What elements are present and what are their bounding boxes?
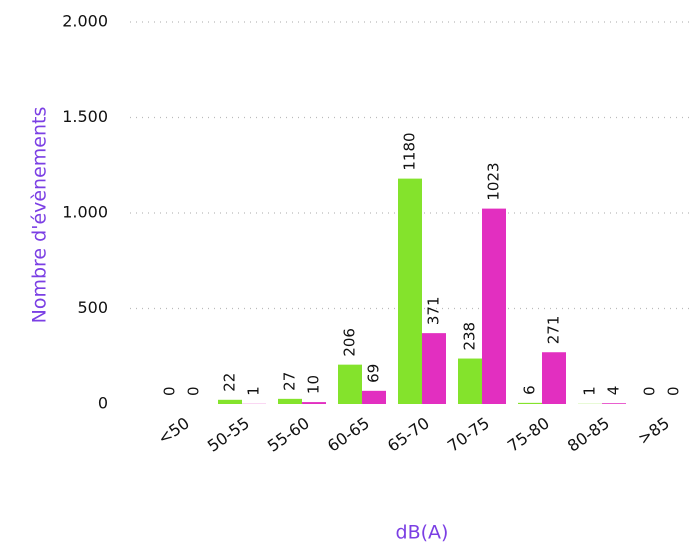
bar — [542, 352, 566, 404]
bar — [482, 208, 506, 404]
value-label: 1023 — [485, 162, 503, 200]
x-axis-title: dB(A) — [396, 522, 449, 544]
value-label: 1 — [581, 386, 599, 396]
x-tick-label: >85 — [634, 413, 673, 448]
x-tick-label: 65-70 — [384, 413, 433, 455]
x-tick-label: 80-85 — [564, 413, 613, 455]
value-label: 0 — [641, 386, 659, 396]
value-label: 1180 — [401, 132, 419, 170]
bar — [398, 178, 422, 404]
bar — [302, 402, 326, 404]
y-tick-label: 0 — [98, 394, 108, 413]
x-tick-label: <50 — [154, 413, 193, 448]
value-label: 6 — [521, 385, 539, 395]
value-label: 0 — [665, 386, 683, 396]
value-label: 4 — [605, 386, 623, 396]
x-tick-label: 75-80 — [504, 413, 553, 455]
y-tick-label: 2.000 — [62, 12, 108, 31]
y-tick-label: 1.500 — [62, 107, 108, 126]
x-tick-label: 70-75 — [444, 413, 493, 455]
value-label: 22 — [221, 373, 239, 392]
bar — [278, 398, 302, 404]
bar — [218, 399, 242, 404]
value-label: 238 — [461, 322, 479, 351]
value-label: 27 — [281, 372, 299, 391]
bar — [338, 364, 362, 404]
y-tick-label: 1.000 — [62, 203, 108, 222]
value-label: 69 — [365, 364, 383, 383]
value-label: 271 — [545, 316, 563, 345]
value-label: 0 — [185, 386, 203, 396]
x-tick-label: 60-65 — [324, 413, 373, 455]
value-label: 371 — [425, 296, 443, 325]
y-tick-label: 500 — [77, 298, 108, 317]
bar — [458, 358, 482, 404]
x-tick-label: 55-60 — [264, 413, 313, 455]
bar — [422, 333, 446, 404]
value-label: 1 — [245, 386, 263, 396]
value-label: 0 — [161, 386, 179, 396]
bar — [518, 402, 542, 404]
y-axis-title: Nombre d'évènements — [29, 107, 51, 324]
bar — [602, 403, 626, 404]
value-label: 10 — [305, 375, 323, 394]
bar — [362, 390, 386, 404]
value-label: 206 — [341, 328, 359, 357]
x-tick-label: 50-55 — [204, 413, 253, 455]
